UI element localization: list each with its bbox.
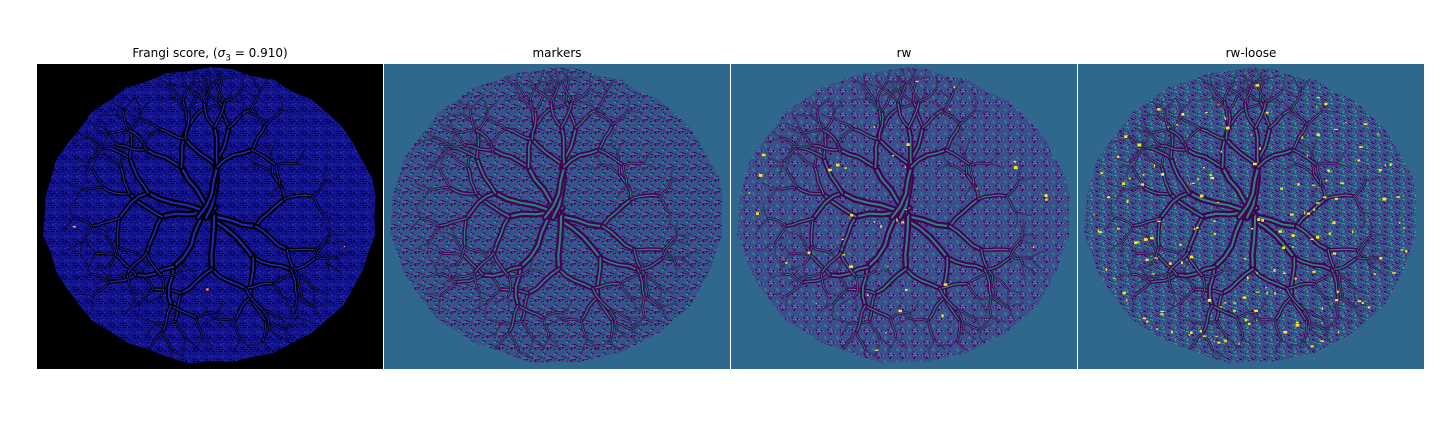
panel-rw-loose: rw-loose bbox=[1078, 45, 1424, 369]
rw-image bbox=[731, 64, 1077, 369]
rw-loose-image bbox=[1078, 64, 1424, 369]
frangi-score-image bbox=[37, 64, 383, 369]
panel-rw: rw bbox=[731, 45, 1077, 369]
panel-title-rw: rw bbox=[731, 45, 1077, 61]
markers-image bbox=[384, 64, 730, 369]
panel-title-rw-loose: rw-loose bbox=[1078, 45, 1424, 61]
panel-title-markers: markers bbox=[384, 45, 730, 61]
panel-markers: markers bbox=[384, 45, 730, 369]
panel-frangi: Frangi score, (σ3 = 0.910) bbox=[37, 45, 383, 369]
